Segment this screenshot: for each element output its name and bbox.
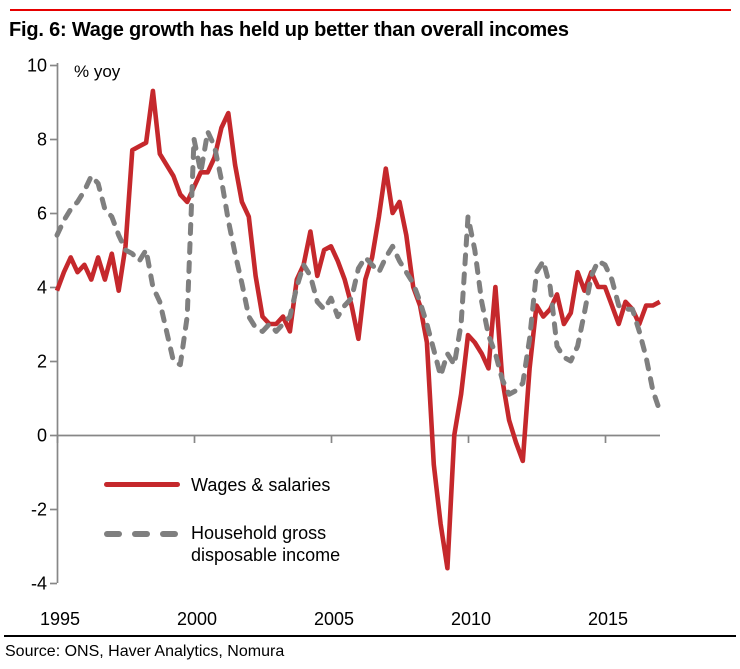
y-axis-unit-label: % yoy xyxy=(74,62,121,81)
figure-title: Fig. 6: Wage growth has held up better t… xyxy=(9,19,569,41)
y-tick-label--4: -4 xyxy=(31,574,47,594)
series-line-household-gross-disposable-income xyxy=(54,129,663,414)
legend-label-wages: Wages & salaries xyxy=(191,475,331,495)
legend-item-disposable-income: Household gross disposable income xyxy=(104,522,366,566)
y-tick-label-2: 2 xyxy=(37,352,47,372)
x-tick-label-1995: 1995 xyxy=(40,609,80,629)
y-tick-label-0: 0 xyxy=(37,426,47,446)
y-tick-label-4: 4 xyxy=(37,278,47,298)
top-accent-rule xyxy=(10,9,731,11)
x-tick-label-2010: 2010 xyxy=(451,609,491,629)
legend: Wages & salaries Household gross disposa… xyxy=(104,474,366,566)
legend-label-disposable-income: Household gross disposable income xyxy=(191,523,341,565)
y-tick-label-10: 10 xyxy=(27,56,47,76)
y-tick-label-8: 8 xyxy=(37,130,47,150)
y-tick-label-6: 6 xyxy=(37,204,47,224)
series-line-wages-salaries xyxy=(54,88,661,571)
x-tick-label-2005: 2005 xyxy=(314,609,354,629)
bottom-rule xyxy=(4,635,736,637)
legend-item-wages: Wages & salaries xyxy=(104,474,366,496)
y-tick-label--2: -2 xyxy=(31,500,47,520)
x-tick-label-2000: 2000 xyxy=(177,609,217,629)
x-tick-label-2015: 2015 xyxy=(588,609,628,629)
wages-line-swatch xyxy=(104,482,180,487)
source-note: Source: ONS, Haver Analytics, Nomura xyxy=(5,643,285,660)
disposable-income-line-swatch xyxy=(104,531,180,537)
